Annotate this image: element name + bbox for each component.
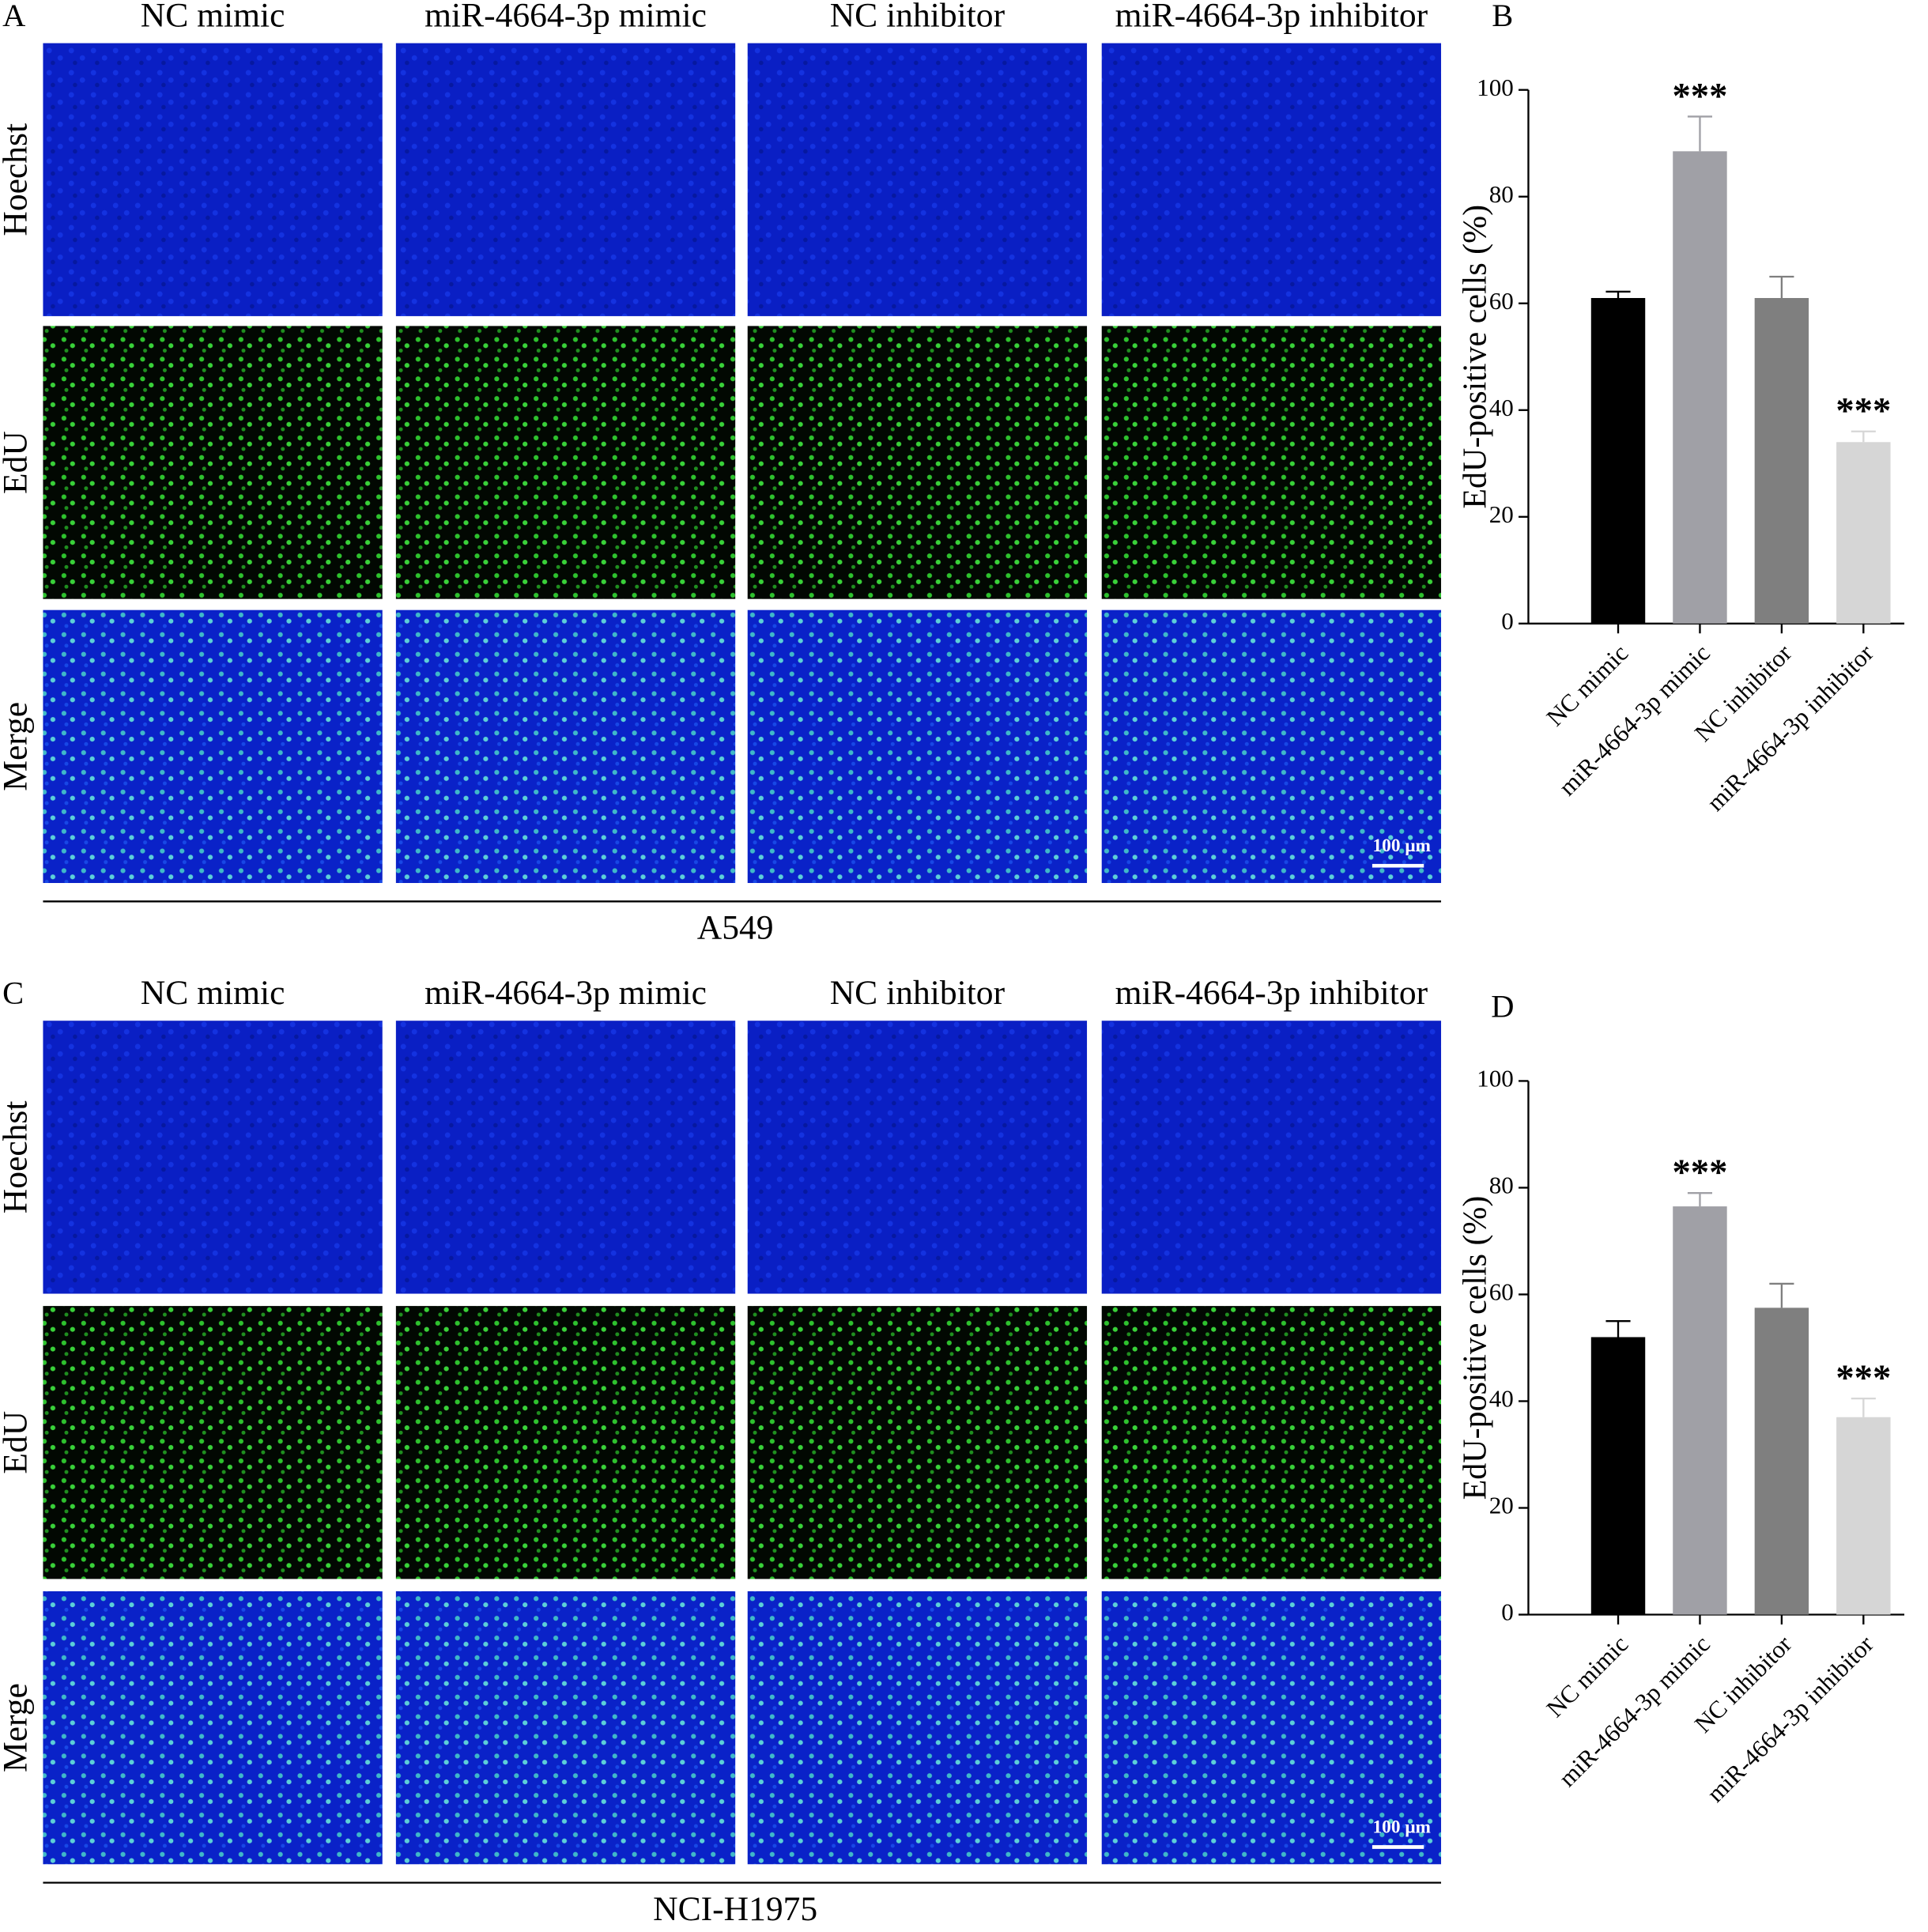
- error-bar: [1851, 1397, 1876, 1417]
- row-label: EdU: [0, 431, 34, 494]
- micrograph: [747, 43, 1088, 316]
- scale-bar-label: 100 μm: [1373, 1817, 1432, 1838]
- row-label: Hoechst: [0, 1101, 34, 1214]
- bar: [1754, 1307, 1809, 1615]
- column-header: NC inhibitor: [830, 0, 1006, 34]
- y-axis-label: EdU-positive cells (%): [1457, 205, 1493, 509]
- micrograph: [747, 609, 1088, 884]
- column-header: NC mimic: [141, 974, 285, 1012]
- error-bar: [1605, 1320, 1631, 1338]
- micrograph: [395, 1021, 736, 1294]
- micrograph: [747, 1591, 1088, 1865]
- error-bar: [1605, 290, 1631, 298]
- bar: [1590, 1337, 1646, 1615]
- y-tick-label: 20: [1489, 500, 1514, 528]
- row-label: Merge: [0, 1683, 34, 1772]
- column-header: miR-4664-3p inhibitor: [1115, 0, 1428, 34]
- micrograph: [43, 43, 383, 316]
- panel-label: B: [1492, 0, 1513, 33]
- y-tick-label: 60: [1489, 287, 1514, 315]
- bar: [1836, 1417, 1891, 1615]
- micrograph: [43, 326, 383, 599]
- micrograph: [1101, 1591, 1442, 1865]
- error-bar: [1769, 275, 1794, 298]
- y-tick-label: 100: [1477, 74, 1514, 101]
- bar: [1673, 1206, 1727, 1615]
- bar: [1836, 442, 1891, 624]
- y-axis-label: EdU-positive cells (%): [1457, 1196, 1493, 1500]
- cell-line-label: NCI-H1975: [653, 1890, 817, 1928]
- significance: ***: [1672, 75, 1727, 116]
- y-tick-label: 80: [1489, 1172, 1514, 1199]
- row-label: EdU: [0, 1411, 34, 1474]
- micrograph: [1101, 609, 1442, 884]
- y-tick-label: 40: [1489, 1385, 1514, 1413]
- error-bar: [1769, 1282, 1794, 1308]
- y-tick-label: 100: [1477, 1065, 1514, 1092]
- x-tick-label: miR-4664-3p mimic: [1553, 1630, 1715, 1792]
- row-label: Merge: [0, 702, 34, 791]
- row-label: Hoechst: [0, 123, 34, 236]
- micrograph: [43, 609, 383, 884]
- micrograph: [395, 326, 736, 599]
- error-bar: [1687, 1192, 1713, 1207]
- micrograph: [747, 1021, 1088, 1294]
- y-tick-label: 0: [1501, 1598, 1514, 1626]
- panel-label: D: [1491, 989, 1514, 1024]
- panel-label: A: [2, 0, 25, 33]
- micrograph: [1101, 326, 1442, 599]
- micrograph: [395, 609, 736, 884]
- significance: ***: [1836, 391, 1891, 432]
- error-bar: [1687, 115, 1713, 152]
- column-header: miR-4664-3p mimic: [424, 0, 707, 34]
- y-tick-label: 80: [1489, 180, 1514, 208]
- micrograph: [395, 43, 736, 316]
- cell-line-label: A549: [697, 909, 774, 947]
- y-tick-label: 0: [1501, 607, 1514, 635]
- bar: [1673, 151, 1727, 624]
- column-header: NC mimic: [141, 0, 285, 34]
- y-tick-label: 40: [1489, 394, 1514, 421]
- bar: [1754, 297, 1809, 624]
- bar: [1590, 297, 1646, 624]
- error-bar: [1851, 430, 1876, 443]
- y-tick-label: 20: [1489, 1492, 1514, 1519]
- micrograph: [1101, 43, 1442, 316]
- micrograph: [43, 1306, 383, 1579]
- micrograph: [395, 1306, 736, 1579]
- micrograph: [747, 326, 1088, 599]
- y-tick-label: 60: [1489, 1278, 1514, 1306]
- column-header: miR-4664-3p inhibitor: [1115, 974, 1428, 1012]
- significance: ***: [1836, 1357, 1891, 1398]
- column-header: NC inhibitor: [830, 974, 1006, 1012]
- micrograph: [43, 1021, 383, 1294]
- column-header: miR-4664-3p mimic: [424, 974, 707, 1012]
- panel-label: C: [2, 975, 24, 1010]
- micrograph: [1101, 1306, 1442, 1579]
- x-tick-label: miR-4664-3p mimic: [1553, 639, 1715, 801]
- significance: ***: [1672, 1152, 1727, 1193]
- micrograph: [747, 1306, 1088, 1579]
- micrograph: [1101, 1021, 1442, 1294]
- scale-bar-label: 100 μm: [1373, 836, 1432, 856]
- micrograph: [395, 1591, 736, 1865]
- micrograph: [43, 1591, 383, 1865]
